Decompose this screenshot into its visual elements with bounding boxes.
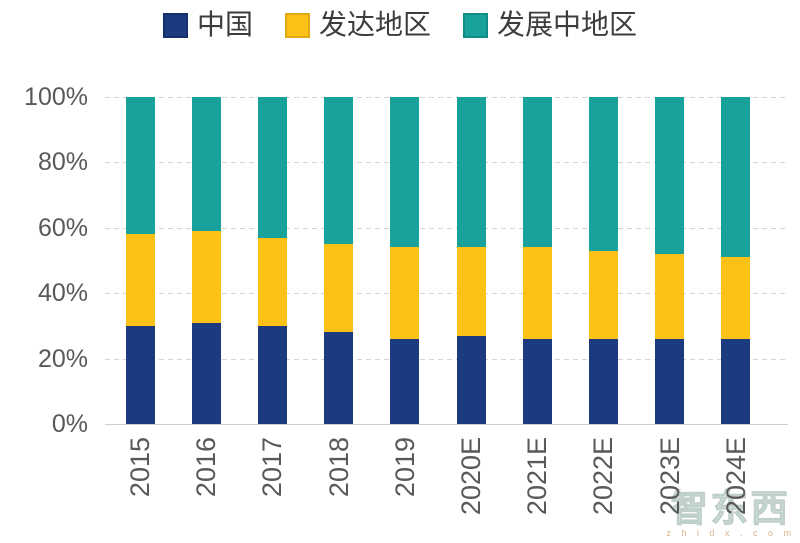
x-tick-label: 2017 [257,437,288,498]
bar-segment-发达地区 [721,257,751,339]
bar-segment-中国 [721,338,751,424]
bar-segment-发展中地区 [522,97,552,248]
y-tick-label: 0% [51,410,88,438]
bar-column-2024E [721,97,751,424]
bar-segment-发展中地区 [456,97,486,248]
legend-swatch-icon [162,12,188,38]
bar-segment-发达地区 [257,237,287,326]
x-tick-label: 2016 [191,437,222,498]
legend-label: 发达地区 [318,8,431,41]
x-tick-label: 2020E [456,437,486,516]
bar-segment-发展中地区 [191,97,221,232]
legend-label: 中国 [196,8,253,41]
bar-column-2018 [324,97,354,424]
bar-column-2017 [257,97,287,424]
x-tick-label: 2019 [389,437,420,498]
x-tick-label: 2023E [654,437,685,516]
bar-segment-发展中地区 [257,97,287,238]
bar-column-2021E [522,97,552,424]
watermark-subtext: z h i d x . c o m [666,528,795,538]
bar-column-2019 [390,97,420,424]
bar-segment-发展中地区 [324,97,354,245]
bar-segment-发展中地区 [390,97,420,248]
bar-segment-发达地区 [522,247,552,339]
y-tick-label: 60% [37,213,88,242]
x-axis-baseline [105,424,789,425]
legend-item-发达地区: 发达地区 [284,8,431,41]
bar-segment-中国 [191,322,221,424]
bar-segment-发达地区 [191,231,221,323]
legend-item-中国: 中国 [162,8,253,41]
bar-column-2016 [191,97,221,424]
bar-segment-中国 [324,332,354,424]
bar-column-2020E [456,97,486,424]
watermark-logo: 智东西 [670,486,791,531]
bar-column-2023E [655,97,685,424]
bar-segment-发达地区 [588,250,618,339]
x-tick-label: 2015 [125,437,155,498]
y-axis: 100% 80% 60% 40% 20% 0% [0,0,88,543]
bar-segment-中国 [522,338,552,424]
gridline [105,227,785,229]
bar-segment-发展中地区 [721,97,751,258]
bar-segment-发达地区 [456,247,486,336]
bar-column-2022E [588,97,618,424]
bar-segment-发达地区 [655,253,685,339]
bar-segment-中国 [456,335,486,424]
legend-swatch-icon [463,12,488,38]
y-tick-label: 100% [24,83,88,111]
bar-segment-中国 [588,338,618,424]
x-tick-label: 2018 [323,437,354,498]
x-tick-label: 2021E [522,437,553,516]
legend: 中国 发达地区 发展中地区 [0,8,800,41]
gridline [105,358,785,360]
legend-label: 发展中地区 [497,8,638,41]
y-tick-label: 20% [37,344,88,373]
watermark: 智东西 z h i d x . c o m [666,488,795,538]
bar-segment-中国 [655,338,685,424]
bar-segment-发达地区 [125,234,155,326]
x-tick-label: 2024E [720,437,751,516]
bar-segment-发展中地区 [655,97,685,254]
plot-area [105,97,789,425]
bar-segment-中国 [257,325,287,424]
y-tick-label: 40% [37,279,88,308]
legend-item-发展中地区: 发展中地区 [463,8,638,41]
bar-column-2015 [125,97,155,424]
x-tick-label: 2022E [588,437,619,516]
legend-swatch-icon [284,12,310,38]
bar-segment-中国 [390,338,420,424]
gridline [105,293,785,295]
bar-segment-发展中地区 [588,97,618,251]
bar-segment-发达地区 [324,244,354,333]
bar-segment-发达地区 [390,247,420,339]
y-tick-label: 80% [37,148,88,177]
gridline [105,162,785,164]
gridline [105,97,785,98]
bar-segment-发展中地区 [125,97,155,235]
bar-segment-中国 [125,325,155,424]
